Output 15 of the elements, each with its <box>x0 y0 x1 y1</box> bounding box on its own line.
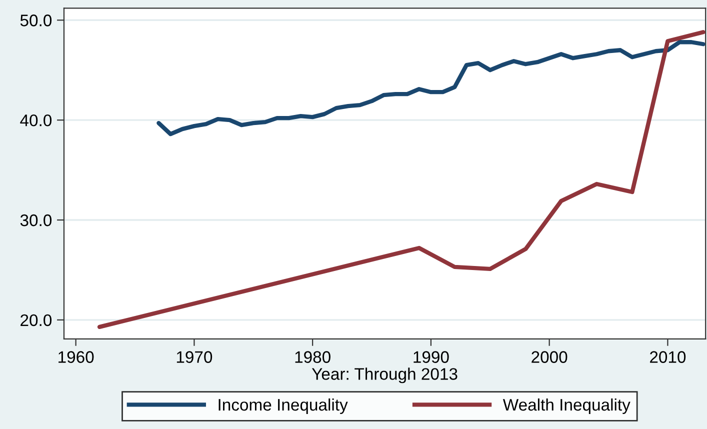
x-tick-label: 1980 <box>295 351 330 363</box>
y-tick-label: 40.0 <box>20 114 52 126</box>
y-tick-label: 50.0 <box>20 14 52 26</box>
x-tick-label: 1960 <box>58 351 94 363</box>
legend-label: Wealth Inequality <box>502 398 630 414</box>
x-tick-label: 2010 <box>650 351 686 363</box>
x-axis-title: Year: Through 2013 <box>312 368 458 384</box>
line-series <box>97 30 706 330</box>
x-tick-label: 2000 <box>532 351 568 363</box>
legend-label: Income Inequality <box>218 398 348 414</box>
x-tick-label: 1970 <box>176 351 212 363</box>
line-series <box>156 40 706 136</box>
y-tick-label: 30.0 <box>20 214 52 226</box>
y-tick-label: 20.0 <box>20 314 52 326</box>
x-tick-label: 1990 <box>414 351 449 363</box>
